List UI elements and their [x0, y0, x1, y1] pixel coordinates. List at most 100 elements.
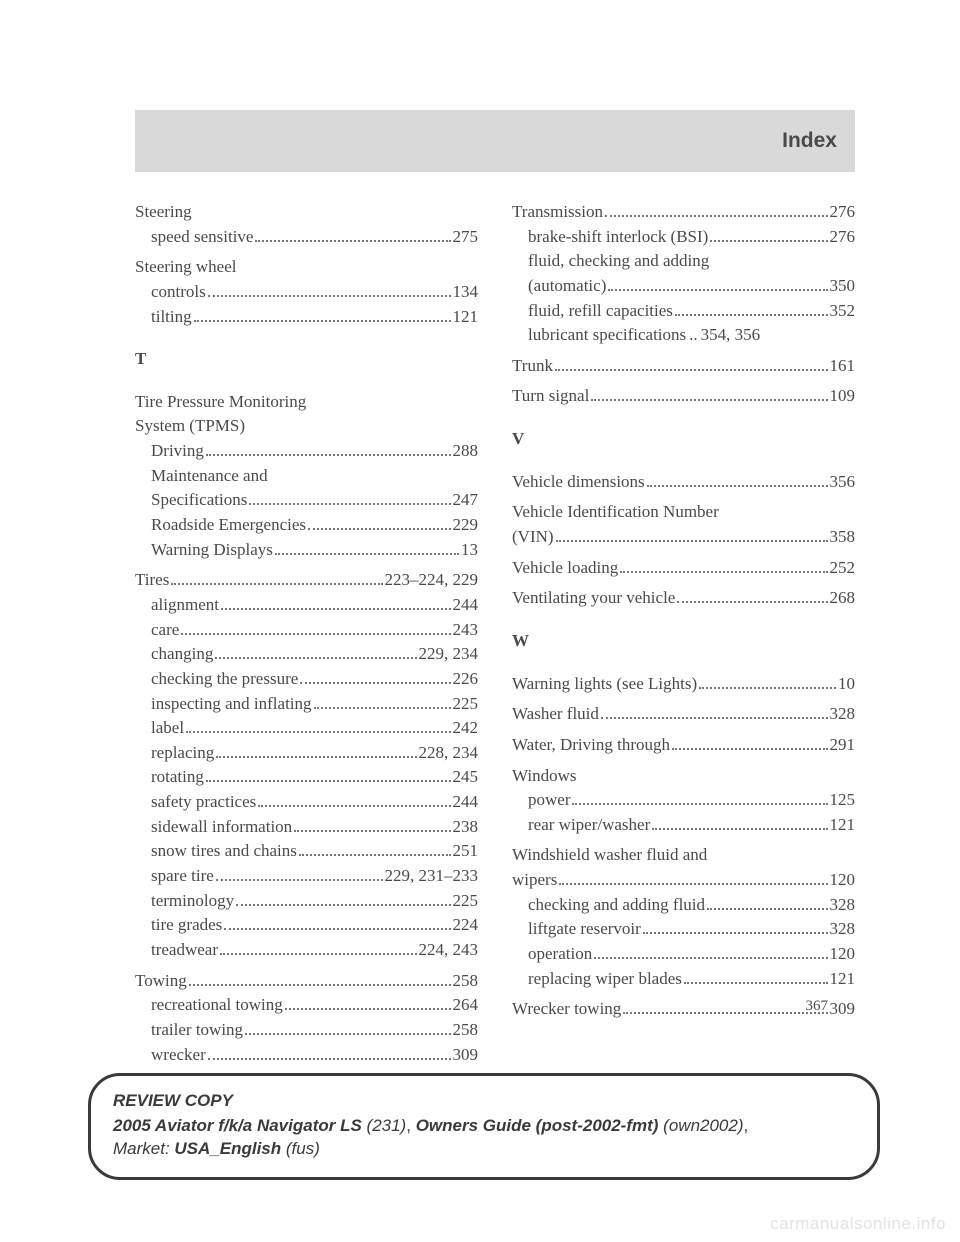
leader-dots — [699, 687, 836, 689]
entry-line: brake-shift interlock (BSI)276 — [512, 225, 855, 250]
entry-label: safety practices — [151, 790, 256, 815]
footer-seg: , — [744, 1116, 749, 1135]
entry-windows: Windows power125 rear wiper/washer121 — [512, 764, 855, 838]
leader-dots — [652, 828, 827, 830]
entry-label: liftgate reservoir — [528, 917, 641, 942]
entry-vehicle-dimensions: Vehicle dimensions356 — [512, 470, 855, 495]
footer-seg: (231) — [362, 1116, 406, 1135]
leader-dots — [308, 528, 450, 530]
footer-seg: (own2002) — [658, 1116, 743, 1135]
entry-label: changing — [151, 642, 213, 667]
entry-line: Transmission 276 — [512, 200, 855, 225]
leader-dots — [215, 657, 416, 659]
leader-dots — [186, 731, 450, 733]
entry-tpms: Tire Pressure Monitoring System (TPMS) D… — [135, 390, 478, 562]
footer-seg: (fus) — [281, 1139, 320, 1158]
entry-label: Washer fluid — [512, 702, 599, 727]
entry-label: alignment — [151, 593, 219, 618]
entry-line: tire grades 224 — [135, 913, 478, 938]
entry-page: 264 — [453, 993, 479, 1018]
entry-turn-signal: Turn signal109 — [512, 384, 855, 409]
entry-line: wrecker309 — [135, 1043, 478, 1068]
entry-line: sidewall information238 — [135, 815, 478, 840]
entry-page: 288 — [453, 439, 479, 464]
entry-label: (automatic) — [528, 274, 606, 299]
entry-page: 224 — [453, 913, 479, 938]
entry-label: fluid, checking and adding — [512, 249, 855, 274]
entry-page: 13 — [461, 538, 478, 563]
entry-page: 309 — [453, 1043, 479, 1068]
entry-label: lubricant specifications — [528, 323, 686, 348]
leader-dots — [707, 908, 827, 910]
entry-page: 245 — [453, 765, 479, 790]
entry-page: 309 — [830, 997, 856, 1022]
right-column: Transmission 276 brake-shift interlock (B… — [512, 200, 855, 1073]
entry-line: liftgate reservoir328 — [512, 917, 855, 942]
entry-page: 121 — [453, 305, 479, 330]
footer-line2: 2005 Aviator f/k/a Navigator LS (231), O… — [113, 1115, 855, 1138]
entry-steering-wheel: Steering wheel controls134 tilting121 — [135, 255, 478, 329]
entry-line: fluid, refill capacities352 — [512, 299, 855, 324]
leader-dots — [591, 399, 827, 401]
entry-label: replacing wiper blades — [528, 967, 682, 992]
entry-label: power — [528, 788, 570, 813]
entry-head: Windshield washer fluid and — [512, 843, 855, 868]
entry-head: Steering — [135, 200, 478, 225]
footer-seg: Owners Guide (post-2002-fmt) — [416, 1116, 659, 1135]
entry-line: checking the pressure226 — [135, 667, 478, 692]
leader-dots — [245, 1033, 450, 1035]
entry-label: tire grades — [151, 913, 222, 938]
entry-label: controls — [151, 280, 206, 305]
leader-dots — [572, 803, 827, 805]
entry-label: snow tires and chains — [151, 839, 297, 864]
entry-page: 354, 356 — [701, 323, 761, 348]
leader-dots — [556, 540, 828, 542]
entry-label: Driving — [151, 439, 204, 464]
entry-page: 291 — [830, 733, 856, 758]
entry-label: speed sensitive — [151, 225, 253, 250]
entry-label: fluid, refill capacities — [528, 299, 673, 324]
entry-line: operation120 — [512, 942, 855, 967]
entry-line: speed sensitive 275 — [135, 225, 478, 250]
entry-page: 276 — [830, 225, 856, 250]
footer-box: REVIEW COPY 2005 Aviator f/k/a Navigator… — [88, 1073, 880, 1180]
entry-line: rotating245 — [135, 765, 478, 790]
leader-dots — [189, 984, 451, 986]
entry-page: 258 — [453, 969, 479, 994]
entry-page: 247 — [453, 488, 479, 513]
footer-seg: , — [406, 1116, 415, 1135]
entry-page: 242 — [453, 716, 479, 741]
entry-page: 356 — [830, 470, 856, 495]
footer-line3: Market: USA_English (fus) — [113, 1138, 855, 1161]
entry-line: Driving 288 — [135, 439, 478, 464]
entry-page: 276 — [830, 200, 856, 225]
entry-label: label — [151, 716, 184, 741]
leader-dots — [594, 957, 827, 959]
entry-line: recreational towing264 — [135, 993, 478, 1018]
footer-seg: Market: — [113, 1139, 174, 1158]
entry-line: label 242 — [135, 716, 478, 741]
entry-label: rear wiper/washer — [528, 813, 650, 838]
entry-line: inspecting and inflating225 — [135, 692, 478, 717]
entry-page: 268 — [830, 586, 856, 611]
entry-head: Steering wheel — [135, 255, 478, 280]
leader-dots — [559, 883, 827, 885]
entry-line: Towing258 — [135, 969, 478, 994]
entry-page: 120 — [830, 942, 856, 967]
entry-warning-lights: Warning lights (see Lights)10 — [512, 672, 855, 697]
leader-dots — [206, 454, 451, 456]
entry-line: replacing wiper blades121 — [512, 967, 855, 992]
entry-page: 10 — [838, 672, 855, 697]
entry-page: 228, 234 — [419, 741, 479, 766]
entry-steering: Steering speed sensitive 275 — [135, 200, 478, 249]
section-letter-v: V — [512, 427, 855, 452]
entry-vehicle-loading: Vehicle loading252 — [512, 556, 855, 581]
leader-dots — [684, 982, 828, 984]
leader-dots — [236, 904, 450, 906]
entry-ventilating: Ventilating your vehicle268 — [512, 586, 855, 611]
leader-dots — [675, 314, 828, 316]
entry-line: Specifications247 — [135, 488, 478, 513]
entry-label: Vehicle loading — [512, 556, 618, 581]
section-letter-w: W — [512, 629, 855, 654]
entry-label: Transmission — [512, 200, 603, 225]
